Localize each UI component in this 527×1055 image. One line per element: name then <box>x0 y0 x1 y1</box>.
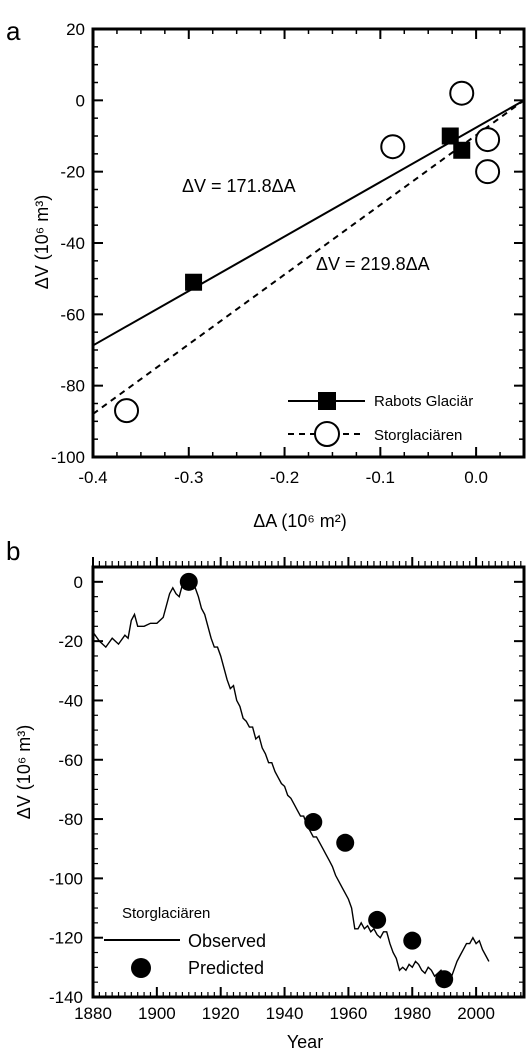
rabots-point <box>441 127 459 145</box>
predicted-point <box>435 970 454 989</box>
panel-b-plot-frame <box>91 565 526 999</box>
panel-a-x-tick-label: -0.4 <box>78 468 107 487</box>
panel-a-fit-line-rabots <box>92 99 525 347</box>
predicted-point <box>179 572 198 591</box>
panel-a-legend-label-storglaciaren: Storglaciären <box>374 427 462 444</box>
panel-a-y-tick-label: -100 <box>51 448 85 467</box>
panel-b-x-tick-label: 1960 <box>329 1004 367 1023</box>
panel-b-x-tick-label: 1980 <box>393 1004 431 1023</box>
storglaciaren-point <box>449 80 475 106</box>
panel-a-y-tick-label: -60 <box>60 305 85 324</box>
panel-a-y-tick-label: -80 <box>60 377 85 396</box>
panel-b-y-axis-title: ΔV (10⁶ m³) <box>14 725 34 819</box>
storglaciaren-point <box>380 134 406 160</box>
panel-a-y-tick-label: 0 <box>76 91 85 110</box>
panel-b-legend-title: Storglaciären <box>122 905 210 922</box>
panel-b-y-tick-label: 0 <box>74 573 83 592</box>
panel-a-letter: a <box>6 16 21 46</box>
panel-b-legend-label-observed: Observed <box>188 931 266 951</box>
panel-b-x-tick-label: 1900 <box>138 1004 176 1023</box>
panel-b-y-tick-label: -80 <box>58 810 83 829</box>
panel-b-x-tick-label: 1920 <box>202 1004 240 1023</box>
panel-b-x-tick-label: 2000 <box>457 1004 495 1023</box>
panel-a-x-tick-label: 0.0 <box>464 468 488 487</box>
panel-a-x-tick-label: -0.1 <box>366 468 395 487</box>
panel-b-x-tick-label: 1940 <box>266 1004 304 1023</box>
panel-a-chart: a ΔV (10⁶ m³) ΔA (10⁶ m²) ΔV = 171.8ΔA Δ… <box>6 16 526 531</box>
panel-a-x-tick-label: -0.2 <box>270 468 299 487</box>
panel-b-chart: b ΔV (10⁶ m³) Year Storglaciären Observe… <box>6 536 526 1052</box>
panel-a-legend-marker-rabots <box>318 392 336 410</box>
predicted-point <box>403 931 422 950</box>
predicted-point <box>304 813 323 832</box>
panel-a-fit-line-storglaciaren <box>92 99 525 415</box>
panel-b-y-tick-label: -140 <box>49 988 83 1007</box>
panel-b-legend-marker-predicted <box>131 958 151 978</box>
panel-a-y-tick-label: -20 <box>60 163 85 182</box>
panel-b-legend-label-predicted: Predicted <box>188 958 264 978</box>
storglaciaren-point <box>475 159 501 185</box>
panel-a-legend-label-rabots: Rabots Glaciär <box>374 393 473 410</box>
rabots-point <box>185 273 203 291</box>
predicted-point <box>368 910 387 929</box>
panel-b-y-tick-label: -60 <box>58 751 83 770</box>
panel-a-fit-label-storglaciaren: ΔV = 219.8ΔA <box>316 254 430 274</box>
panel-b-y-tick-label: -20 <box>58 632 83 651</box>
panel-a-x-axis-title: ΔA (10⁶ m²) <box>253 511 346 531</box>
panel-a-y-tick-label: -40 <box>60 234 85 253</box>
panel-b-y-tick-label: -100 <box>49 869 83 888</box>
panel-b-y-tick-label: -40 <box>58 691 83 710</box>
panel-a-x-tick-label: -0.3 <box>174 468 203 487</box>
predicted-point <box>336 833 355 852</box>
rabots-point <box>453 141 471 159</box>
panel-b-x-tick-label: 1880 <box>74 1004 112 1023</box>
panel-b-letter: b <box>6 536 20 566</box>
panel-a-y-tick-label: 20 <box>66 20 85 39</box>
panel-b-y-tick-label: -120 <box>49 929 83 948</box>
storglaciaren-point <box>475 127 501 153</box>
storglaciaren-point <box>114 398 140 424</box>
panel-b-x-axis-title: Year <box>287 1032 323 1052</box>
panel-a-y-axis-title: ΔV (10⁶ m³) <box>32 195 52 289</box>
panel-a-legend-marker-storglaciaren <box>314 421 340 447</box>
panel-a-fit-label-rabots: ΔV = 171.8ΔA <box>182 176 296 196</box>
